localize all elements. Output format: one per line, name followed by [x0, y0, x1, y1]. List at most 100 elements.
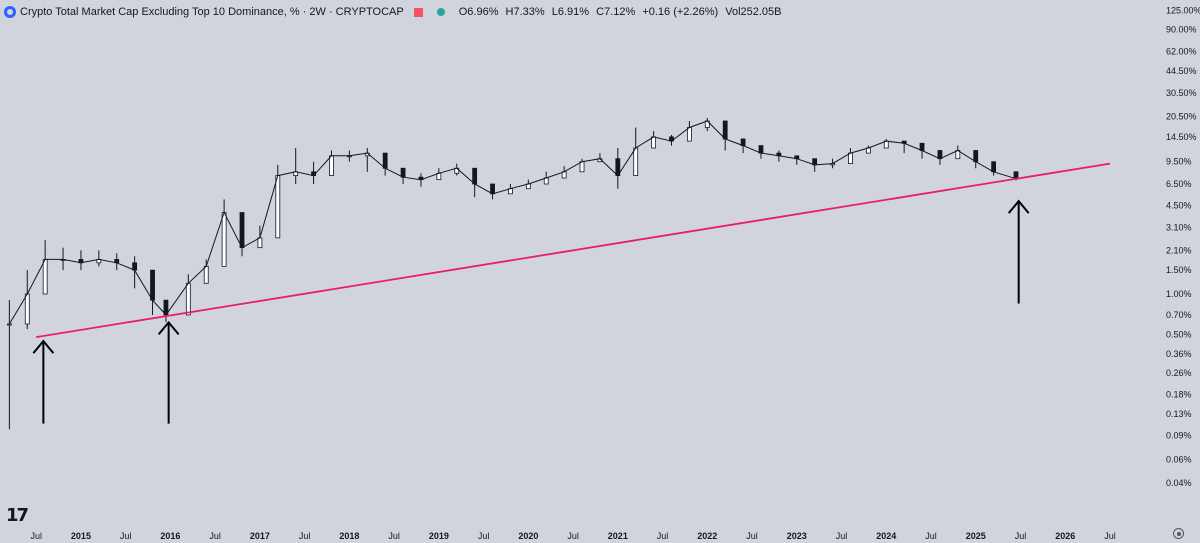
y-tick-label: 9.50%: [1166, 157, 1192, 167]
candle-body: [1013, 171, 1019, 180]
y-tick-label: 1.50%: [1166, 265, 1192, 275]
flag-icon[interactable]: [413, 7, 423, 17]
candle-body: [6, 323, 12, 326]
candle-body: [185, 282, 191, 316]
x-tick-label: Jul: [209, 531, 221, 541]
y-tick-label: 0.26%: [1166, 368, 1192, 378]
y-tick-label: 20.50%: [1166, 112, 1197, 122]
candle-body: [937, 150, 943, 160]
y-tick-label: 0.18%: [1166, 390, 1192, 400]
candle-body: [973, 150, 979, 163]
candle-body: [275, 175, 281, 239]
candle-body: [221, 212, 227, 267]
y-tick-label: 1.00%: [1166, 289, 1192, 299]
candle-body: [919, 142, 925, 151]
x-tick-label: 2026: [1055, 531, 1075, 541]
settings-icon[interactable]: [1173, 528, 1184, 539]
symbol-title[interactable]: Crypto Total Market Cap Excluding Top 10…: [20, 6, 404, 18]
y-tick-label: 4.50%: [1166, 201, 1192, 211]
candle-body: [991, 161, 997, 173]
y-tick-label: 0.13%: [1166, 409, 1192, 419]
symbol-logo-icon: [4, 6, 16, 18]
x-tick-label: 2021: [608, 531, 628, 541]
candle-body: [239, 212, 245, 249]
change-value: +0.16 (+2.26%): [642, 6, 719, 18]
trendline-layer: [36, 162, 1111, 338]
y-tick-label: 0.09%: [1166, 430, 1192, 440]
y-tick-label: 3.10%: [1166, 223, 1192, 233]
x-tick-label: Jul: [478, 531, 490, 541]
volume-value: Vol252.05B: [725, 6, 782, 18]
x-tick-label: 2017: [250, 531, 270, 541]
close-value: C7.12%: [596, 6, 636, 18]
status-dot-icon: [436, 8, 445, 16]
y-tick-label: 0.06%: [1166, 454, 1192, 464]
x-tick-label: Jul: [299, 531, 311, 541]
y-tick-label: 62.00%: [1166, 47, 1197, 57]
support-trendline: [36, 162, 1111, 338]
y-tick-label: 0.70%: [1166, 310, 1192, 320]
candle-body: [329, 155, 334, 176]
x-tick-label: 2025: [966, 531, 986, 541]
x-tick-label: 2019: [429, 531, 449, 541]
time-axis: Jul 2015 Jul 2016 Jul 2017 Jul 2018 Jul 2019 Jul 20…: [30, 531, 1115, 541]
arrow-head: [157, 320, 180, 336]
x-tick-label: 2023: [787, 531, 807, 541]
candle-body: [257, 237, 263, 249]
close-path: [8, 120, 1017, 325]
arrows-layer: [32, 199, 1030, 424]
candle-body: [24, 293, 30, 325]
arrow-head: [32, 339, 55, 354]
price-axis: 125.00% 90.00% 62.00% 44.50% 30.50% 20.50% 14.…: [1166, 5, 1200, 488]
y-tick-label: 2.10%: [1166, 245, 1192, 255]
legend-header: Crypto Total Market Cap Excluding Top 10…: [4, 4, 786, 20]
candle-body: [132, 262, 138, 271]
candle-body: [203, 265, 209, 284]
x-tick-label: 2020: [518, 531, 538, 541]
y-tick-label: 30.50%: [1166, 88, 1197, 98]
y-tick-label: 14.50%: [1166, 132, 1197, 142]
candle-body: [400, 167, 406, 178]
x-tick-label: 2018: [339, 531, 359, 541]
candle-body: [382, 152, 388, 169]
x-tick-label: Jul: [925, 531, 937, 541]
candle-body: [633, 147, 639, 176]
candle-body: [651, 136, 657, 149]
x-tick-label: Jul: [120, 531, 132, 541]
y-tick-label: 90.00%: [1166, 25, 1197, 35]
candle-body: [150, 269, 155, 301]
x-tick-label: 2022: [697, 531, 717, 541]
open-value: O6.96%: [458, 6, 499, 18]
y-tick-label: 125.00%: [1166, 5, 1200, 15]
x-tick-label: Jul: [836, 531, 848, 541]
candle-body: [848, 152, 853, 164]
low-value: L6.91%: [551, 6, 590, 18]
tradingview-logo[interactable]: 17: [6, 505, 29, 526]
x-tick-label: Jul: [567, 531, 579, 541]
y-tick-label: 6.50%: [1166, 179, 1192, 189]
x-tick-label: Jul: [657, 531, 669, 541]
candle-body: [42, 259, 48, 295]
x-tick-label: 2024: [876, 531, 896, 541]
arrow-head: [1007, 199, 1030, 214]
candle-body: [490, 183, 495, 195]
y-tick-label: 0.50%: [1166, 330, 1192, 340]
x-tick-label: 2015: [71, 531, 91, 541]
candle-body: [579, 161, 585, 173]
x-tick-label: 2016: [160, 531, 180, 541]
x-tick-label: Jul: [746, 531, 758, 541]
candle-body: [686, 127, 692, 142]
ohlc-values: O6.96% H7.33% L6.91% C7.12% +0.16 (+2.26…: [459, 6, 786, 18]
candle-body: [722, 120, 728, 140]
y-tick-label: 44.50%: [1166, 66, 1197, 76]
candles-layer: [6, 117, 1019, 430]
y-tick-label: 0.04%: [1166, 478, 1192, 488]
x-tick-label: Jul: [1104, 531, 1116, 541]
x-tick-label: Jul: [388, 531, 400, 541]
high-value: H7.33%: [505, 6, 545, 18]
candle-body: [472, 167, 478, 185]
y-tick-label: 0.36%: [1166, 349, 1192, 359]
x-tick-label: Jul: [1015, 531, 1027, 541]
